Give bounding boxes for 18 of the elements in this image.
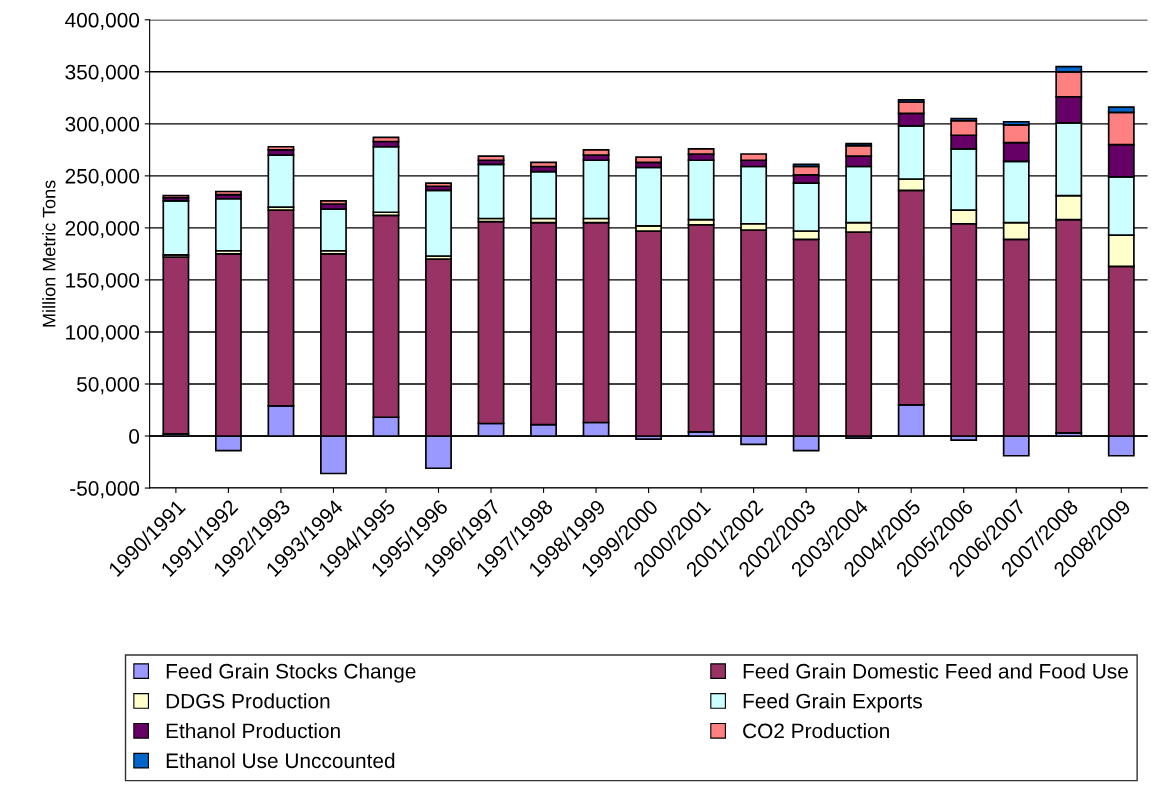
legend-label: Feed Grain Stocks Change <box>166 663 416 683</box>
y-tick-label: 350,000 <box>65 64 140 83</box>
y-tick-label: 250,000 <box>65 168 140 187</box>
legend-label: CO2 Production <box>743 722 889 739</box>
y-tick-label: 300,000 <box>65 116 140 135</box>
y-tick-label: 50,000 <box>77 376 140 395</box>
legend-label: DDGS Production <box>166 693 330 709</box>
y-axis-title: Million Metric Tons <box>42 180 56 327</box>
y-tick-label: -50,000 <box>70 481 140 499</box>
y-tick-label: 100,000 <box>66 324 140 343</box>
legend-label: Ethanol Production <box>166 722 340 739</box>
y-tick-label: 200,000 <box>65 220 140 239</box>
legend-label: Feed Grain Exports <box>743 693 922 713</box>
legend-label: Ethanol Use Unccounted <box>166 752 395 769</box>
y-tick-label: 150,000 <box>66 272 140 291</box>
legend-label: Feed Grain Domestic Feed and Food Use <box>743 663 1128 679</box>
y-tick-label: 400,000 <box>65 12 140 30</box>
y-tick-label: 0 <box>129 429 140 444</box>
